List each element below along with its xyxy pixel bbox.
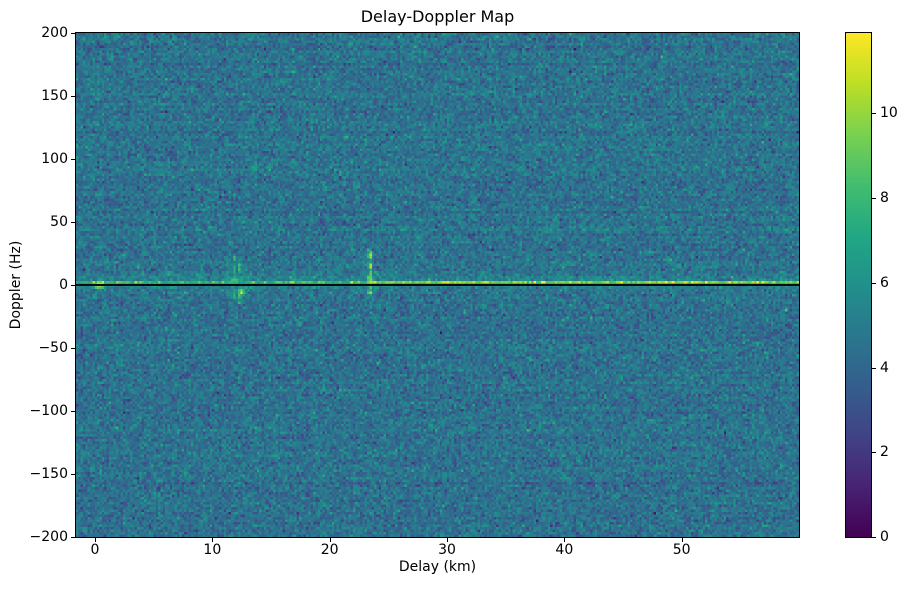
colorbar-tick-mark: [872, 198, 876, 200]
y-tick-mark: [71, 537, 75, 538]
colorbar-gradient: [846, 33, 871, 537]
y-tick-mark: [71, 33, 75, 34]
x-tick-mark: [447, 538, 448, 542]
x-tick-mark: [564, 538, 566, 542]
zero-doppler-line: [76, 284, 799, 286]
y-tick-mark: [71, 96, 75, 97]
x-tick-mark: [329, 538, 331, 542]
x-tick-mark: [212, 538, 214, 542]
x-tick-label: 0: [90, 542, 100, 558]
colorbar-tick-label: 0: [880, 529, 889, 545]
y-tick-label: 200: [41, 25, 68, 41]
y-tick-label: −50: [38, 340, 68, 356]
colorbar-tick-label: 2: [880, 444, 889, 461]
colorbar: [845, 32, 872, 538]
colorbar-tick-label: 10: [880, 105, 898, 122]
y-tick-mark: [71, 159, 75, 160]
y-tick-label: 0: [59, 277, 68, 293]
y-axis-label: Doppler (Hz): [8, 240, 24, 330]
y-tick-label: 100: [41, 151, 68, 167]
y-tick-label: −150: [29, 466, 68, 482]
y-tick-mark: [71, 474, 75, 475]
x-tick-mark: [681, 538, 683, 542]
y-tick-mark: [71, 222, 75, 223]
x-tick-label: 50: [672, 542, 691, 558]
y-tick-mark: [71, 348, 75, 349]
colorbar-tick-label: 4: [880, 359, 889, 376]
x-tick-mark: [95, 538, 96, 542]
colorbar-tick-label: 6: [880, 274, 889, 291]
x-tick-label: 20: [320, 542, 339, 558]
x-tick-label: 40: [555, 542, 574, 558]
chart-title: Delay-Doppler Map: [360, 7, 515, 26]
colorbar-tick-label: 8: [880, 190, 889, 207]
colorbar-tick-mark: [872, 113, 876, 115]
x-axis-label: Delay (km): [398, 559, 477, 575]
x-tick-label: 30: [438, 542, 456, 558]
y-tick-mark: [71, 411, 75, 412]
y-tick-label: 150: [41, 88, 68, 104]
colorbar-tick-mark: [872, 452, 876, 454]
y-tick-label: −100: [29, 403, 68, 419]
y-tick-label: −200: [29, 529, 68, 545]
colorbar-tick-mark: [872, 537, 876, 538]
x-tick-label: 10: [203, 542, 222, 558]
plot-area: [75, 32, 800, 538]
colorbar-tick-mark: [872, 282, 876, 284]
y-tick-label: 50: [50, 214, 68, 230]
colorbar-tick-mark: [872, 367, 876, 369]
y-tick-mark: [71, 285, 75, 286]
